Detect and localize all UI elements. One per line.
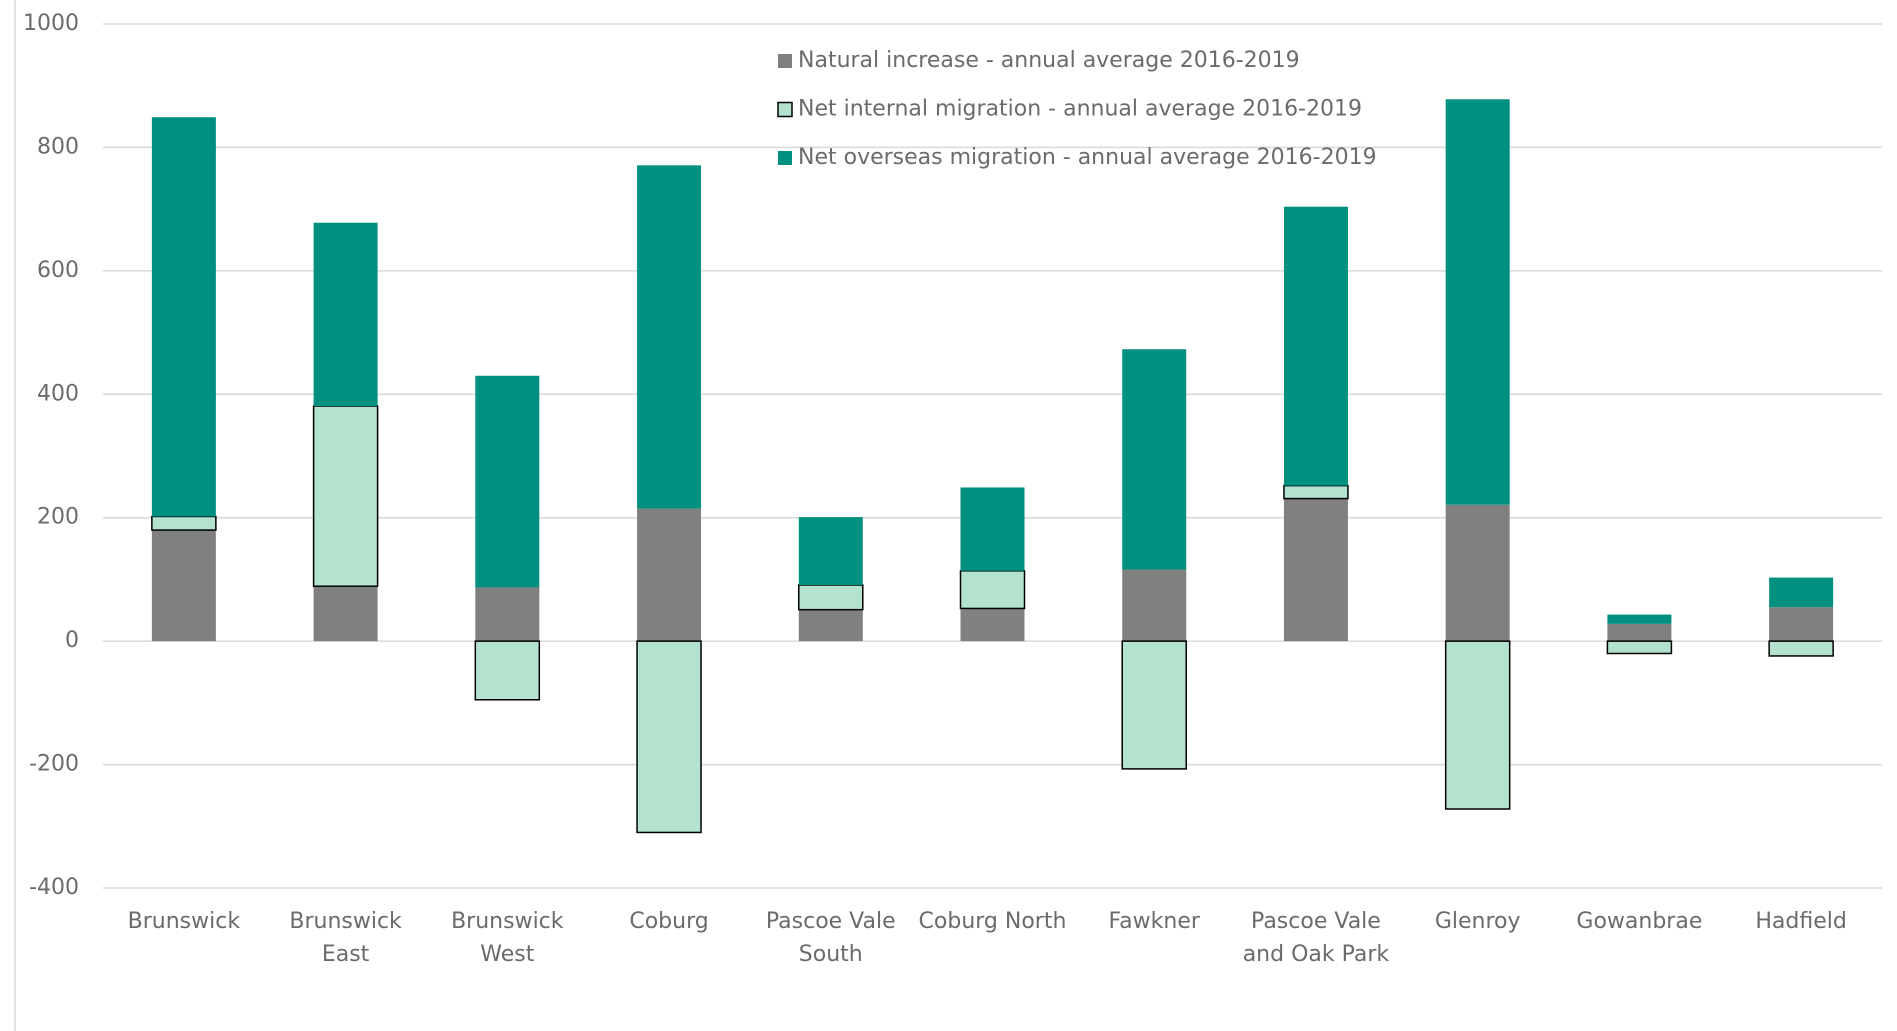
x-tick-label: Pascoe Vale South	[765, 909, 896, 967]
bar-segment	[1769, 577, 1834, 608]
bar-segment	[151, 117, 216, 517]
legend-swatch	[778, 151, 792, 165]
x-tick-label: Brunswick East	[289, 909, 402, 967]
bar-segment	[475, 375, 540, 588]
bar-segment	[1283, 206, 1348, 486]
x-tick-label: Glenroy	[1434, 909, 1521, 934]
bar-segment	[475, 587, 540, 642]
bar-segment	[1283, 484, 1349, 500]
bar-segment	[151, 515, 217, 531]
bar-segment	[1283, 498, 1348, 642]
y-tick-label: 200	[37, 505, 79, 530]
bar-segment	[313, 222, 378, 407]
x-tick-label: Hadfield	[1755, 909, 1847, 934]
bar-segment	[1444, 640, 1511, 810]
bar-segment	[1769, 607, 1834, 642]
y-tick-label: 0	[65, 628, 79, 653]
bar-segment	[798, 609, 863, 642]
legend-swatch	[778, 54, 792, 68]
legend-label: Net internal migration - annual average …	[798, 97, 1362, 122]
bar-segment	[1768, 640, 1834, 657]
bar-segment	[637, 508, 702, 642]
x-tick-label: Brunswick	[127, 909, 241, 934]
x-tick-label: Pascoe Vale and Oak Park	[1242, 909, 1390, 967]
bar-segment	[1607, 623, 1672, 642]
x-tick-label: Gowanbrae	[1576, 909, 1703, 934]
y-tick-label: 400	[37, 381, 79, 406]
bar-segment	[1445, 99, 1510, 505]
bar-segment	[1445, 504, 1510, 642]
bar-segment	[636, 640, 702, 834]
bar-segment	[1122, 349, 1187, 570]
x-tick-label: Coburg North	[918, 909, 1067, 934]
x-tick-label: Brunswick West	[451, 909, 564, 967]
legend-swatch	[777, 101, 793, 118]
y-tick-label: 1000	[23, 11, 79, 36]
bar-segment	[637, 165, 702, 509]
y-tick-label: -400	[29, 875, 79, 900]
legend-label: Natural increase - annual average 2016-2…	[798, 48, 1300, 73]
x-tick-label: Fawkner	[1108, 909, 1200, 934]
bar-segment	[312, 405, 379, 587]
y-tick-label: 600	[37, 258, 79, 283]
y-tick-label: 800	[37, 134, 79, 159]
bar-segment	[960, 608, 1025, 642]
legend-label: Net overseas migration - annual average …	[798, 145, 1377, 170]
bar-segment	[1122, 569, 1187, 642]
bar-segment	[474, 640, 541, 701]
bar-segment	[798, 517, 863, 585]
y-tick-label: -200	[29, 752, 79, 777]
x-tick-label: Coburg	[629, 909, 709, 934]
bar-segment	[1607, 614, 1672, 624]
bar-segment	[959, 570, 1026, 610]
bar-segment	[313, 586, 378, 642]
bar-segment	[960, 487, 1025, 571]
bar-segment	[1606, 640, 1673, 655]
bar-segment	[798, 584, 864, 611]
bar-segment	[151, 530, 216, 642]
bar-segment	[1121, 640, 1187, 770]
